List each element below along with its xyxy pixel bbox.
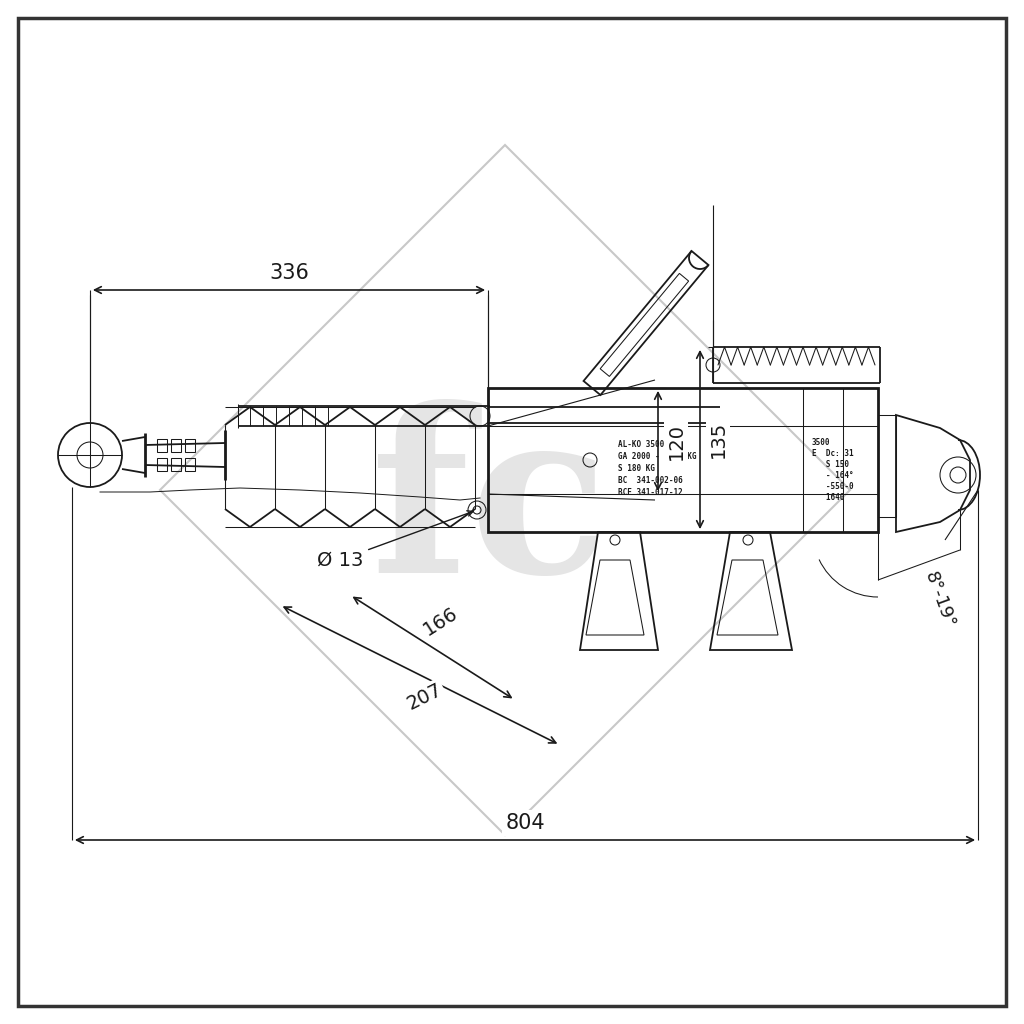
Text: -550-0: -550-0 xyxy=(812,482,854,490)
Bar xyxy=(171,439,181,452)
Bar xyxy=(185,458,195,471)
Bar xyxy=(157,458,167,471)
Text: BC  341-002-06: BC 341-002-06 xyxy=(618,476,683,485)
Text: fc: fc xyxy=(371,399,609,621)
Text: AL-KO 3500: AL-KO 3500 xyxy=(618,440,665,449)
Bar xyxy=(488,388,878,532)
Text: 3500: 3500 xyxy=(812,438,830,447)
Text: 8°-19°: 8°-19° xyxy=(922,569,958,631)
Text: - 164°: - 164° xyxy=(812,471,854,480)
Text: 135: 135 xyxy=(709,421,727,458)
Bar xyxy=(185,439,195,452)
Text: Ø 13: Ø 13 xyxy=(316,511,473,569)
Text: 804: 804 xyxy=(505,813,545,833)
Bar xyxy=(878,415,896,517)
Bar xyxy=(157,439,167,452)
Text: 336: 336 xyxy=(269,263,309,283)
Text: GA 2000 - 3500 KG: GA 2000 - 3500 KG xyxy=(618,452,696,461)
Bar xyxy=(171,458,181,471)
Text: S 180 KG: S 180 KG xyxy=(618,464,655,473)
Text: 207: 207 xyxy=(404,680,445,714)
Text: 120: 120 xyxy=(667,423,685,460)
Text: 166: 166 xyxy=(420,603,461,640)
Text: BCE 341-017-12: BCE 341-017-12 xyxy=(618,488,683,497)
Text: E  Dc: 31: E Dc: 31 xyxy=(812,449,854,458)
Text: 1640: 1640 xyxy=(812,493,845,502)
Text: S 150: S 150 xyxy=(812,460,849,469)
